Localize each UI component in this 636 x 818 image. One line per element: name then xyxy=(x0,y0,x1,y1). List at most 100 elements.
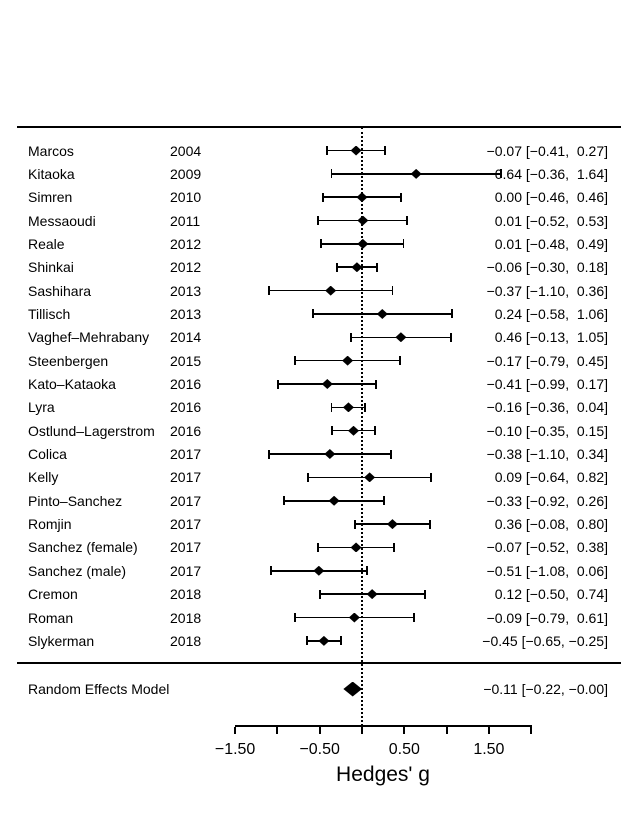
x-axis-title: Hedges' g xyxy=(336,763,430,786)
study-name: Sanchez (male) xyxy=(28,562,127,579)
study-year: 2016 xyxy=(170,376,202,392)
study-effect-label: −0.45 [−0.65, −0.25] xyxy=(482,632,608,649)
study-name: Ostlund–Lagerstrom xyxy=(28,422,155,439)
estimate-diamond xyxy=(328,495,340,506)
estimate-diamond xyxy=(350,542,362,553)
study-effect-label: −0.41 [−0.99, 0.17] xyxy=(486,376,608,392)
study-effect-label: −0.33 [−0.92, 0.26] xyxy=(486,492,608,509)
ci-cap-left xyxy=(317,216,319,226)
ci-cap-left xyxy=(322,192,324,202)
ci-cap-left xyxy=(312,309,314,319)
ci-cap-right xyxy=(402,239,405,249)
study-year: 2017 xyxy=(170,446,202,463)
ci-cap-right xyxy=(428,519,431,529)
study-effect-label: 0.01 [−0.52, 0.53] xyxy=(494,212,608,229)
ci-cap-right xyxy=(375,379,378,389)
study-name: Slykerman xyxy=(28,632,95,649)
ci-cap-left xyxy=(306,636,308,646)
study-year: 2011 xyxy=(170,212,201,229)
study-effect-label: 0.12 [−0.50, 0.74] xyxy=(494,586,608,603)
study-name: Tillisch xyxy=(28,305,71,322)
ci-cap-left xyxy=(294,356,297,366)
x-axis-tick-label: −0.50 xyxy=(299,741,340,758)
ci-cap-right xyxy=(364,402,367,412)
x-axis-tick xyxy=(403,727,406,734)
study-year: 2012 xyxy=(170,259,202,276)
study-effect-label: −0.06 [−0.30, 0.18] xyxy=(486,259,608,276)
ci-cap-right xyxy=(449,332,452,342)
study-effect-label: 0.24 [−0.58, 1.06] xyxy=(494,305,608,322)
estimate-diamond xyxy=(364,472,376,483)
study-name: Messaoudi xyxy=(28,212,96,229)
estimate-diamond xyxy=(357,238,369,249)
estimate-diamond xyxy=(325,285,337,296)
study-effect-label: −0.09 [−0.79, 0.61] xyxy=(486,609,608,626)
study-year: 2004 xyxy=(170,142,202,159)
study-name: Marcos xyxy=(28,142,74,159)
summary-diamond xyxy=(343,681,362,697)
estimate-diamond xyxy=(348,612,360,623)
study-name: Simren xyxy=(28,189,73,206)
ci-cap-left xyxy=(320,239,323,249)
study-year: 2017 xyxy=(170,469,202,486)
top-rule xyxy=(17,126,621,128)
estimate-diamond xyxy=(313,565,325,576)
ci-cap-right xyxy=(373,426,376,436)
study-name: Lyra xyxy=(28,399,55,416)
study-year: 2013 xyxy=(170,282,202,299)
study-year: 2015 xyxy=(170,352,202,369)
study-name: Kato–Kataoka xyxy=(28,376,116,392)
study-name: Sashihara xyxy=(28,282,92,299)
x-axis-tick xyxy=(276,727,279,734)
study-effect-label: −0.38 [−1.10, 0.34] xyxy=(486,446,608,463)
study-name: Roman xyxy=(28,609,74,626)
x-axis-tick xyxy=(361,727,363,734)
study-effect-label: −0.10 [−0.35, 0.15] xyxy=(486,422,608,439)
study-effect-label: −0.17 [−0.79, 0.45] xyxy=(486,352,608,369)
ci-cap-right xyxy=(339,636,342,646)
ci-cap-left xyxy=(318,589,321,599)
ci-cap-right xyxy=(389,449,392,459)
study-year: 2018 xyxy=(170,609,202,626)
ci-cap-left xyxy=(326,146,329,155)
estimate-diamond xyxy=(321,379,333,389)
study-name: Steenbergen xyxy=(28,352,109,369)
study-name: Romjin xyxy=(28,516,72,533)
ci-cap-right xyxy=(430,472,433,482)
study-effect-label: 0.09 [−0.64, 0.82] xyxy=(494,469,608,486)
study-year: 2017 xyxy=(170,539,202,556)
study-name: Kitaoka xyxy=(28,165,75,182)
ci-cap-left xyxy=(283,496,286,506)
ci-cap-left xyxy=(335,262,338,272)
study-effect-label: 0.46 [−0.13, 1.05] xyxy=(494,329,608,346)
estimate-diamond xyxy=(357,215,369,226)
x-axis-tick xyxy=(234,727,237,734)
ci-cap-right xyxy=(376,262,379,272)
ci-cap-left xyxy=(350,332,352,342)
study-name: Sanchez (female) xyxy=(28,539,138,556)
ci-cap-right xyxy=(400,192,402,202)
x-axis-line xyxy=(235,725,532,727)
estimate-diamond xyxy=(356,192,368,203)
estimate-diamond xyxy=(366,589,378,600)
study-year: 2014 xyxy=(170,329,202,346)
estimate-diamond xyxy=(342,402,354,413)
study-name: Pinto–Sanchez xyxy=(28,492,123,509)
ci-cap-right xyxy=(412,613,415,622)
ci-cap-left xyxy=(269,566,272,576)
study-year: 2016 xyxy=(170,399,202,416)
ci-cap-right xyxy=(366,566,368,576)
ci-cap-left xyxy=(354,519,357,529)
estimate-diamond xyxy=(350,145,362,156)
estimate-diamond xyxy=(410,168,422,179)
ci-cap-left xyxy=(317,542,319,552)
study-effect-label: −0.07 [−0.41, 0.27] xyxy=(486,142,608,159)
study-year: 2012 xyxy=(170,235,202,252)
study-year: 2017 xyxy=(170,516,202,533)
x-axis-tick-label: −1.50 xyxy=(214,741,256,758)
ci-cap-right xyxy=(393,542,396,552)
estimate-diamond xyxy=(376,308,388,319)
summary-name: Random Effects Model xyxy=(28,681,170,697)
x-axis-tick xyxy=(530,727,533,734)
